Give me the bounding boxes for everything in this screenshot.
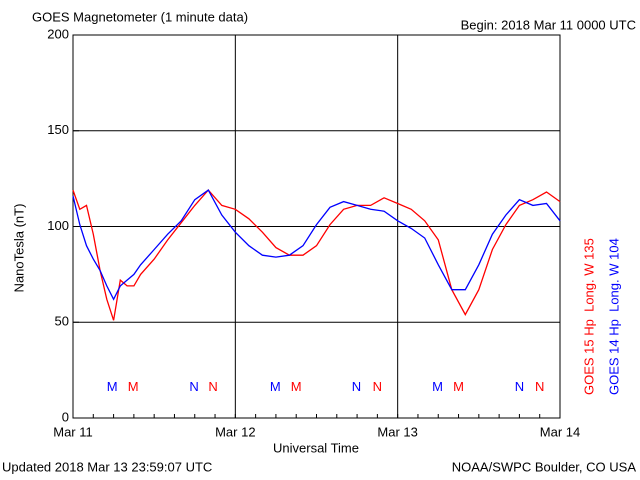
annotation: M — [453, 379, 464, 394]
y-axis-label: NanoTesla (nT) — [11, 204, 26, 293]
annotation: M — [291, 379, 302, 394]
footer-right: NOAA/SWPC Boulder, CO USA — [452, 459, 637, 474]
annotation: N — [352, 379, 361, 394]
chart-title: GOES Magnetometer (1 minute data) — [32, 9, 248, 24]
annotation: M — [432, 379, 443, 394]
legend-entry: GOES 15 Hp Long. W 135 — [581, 238, 596, 395]
annotation: M — [270, 379, 281, 394]
annotation: N — [189, 379, 198, 394]
y-tick-label: 100 — [47, 218, 69, 233]
annotation: N — [208, 379, 217, 394]
annotation: M — [107, 379, 118, 394]
y-tick-label: 50 — [55, 314, 69, 329]
x-axis-label: Universal Time — [273, 440, 359, 455]
x-tick-label: Mar 12 — [215, 424, 255, 439]
plot-frame — [72, 34, 561, 419]
x-tick-label: Mar 14 — [540, 424, 580, 439]
footer-left: Updated 2018 Mar 13 23:59:07 UTC — [2, 459, 212, 474]
y-tick-label: 0 — [62, 409, 69, 424]
x-tick-label: Mar 13 — [377, 424, 417, 439]
chart-subtitle: Begin: 2018 Mar 11 0000 UTC — [461, 17, 636, 32]
legend-entry: GOES 14 Hp Long. W 104 — [606, 238, 621, 395]
annotation: M — [128, 379, 139, 394]
annotation: N — [515, 379, 524, 394]
x-tick-label: Mar 11 — [53, 424, 93, 439]
y-tick-label: 150 — [47, 122, 69, 137]
series-line — [72, 189, 561, 301]
y-tick-label: 200 — [47, 26, 69, 41]
annotation: N — [373, 379, 382, 394]
annotation: N — [535, 379, 544, 394]
